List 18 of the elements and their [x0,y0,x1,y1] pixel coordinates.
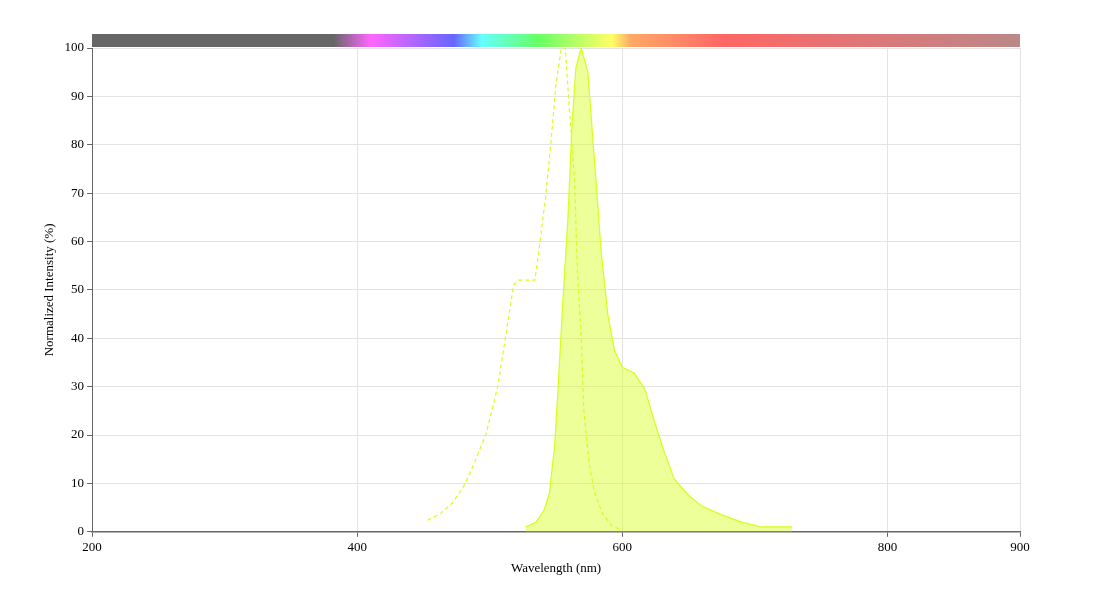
y-tick-label: 50 [71,281,85,297]
x-tick-label: 600 [612,539,633,555]
y-axis-title: Normalized Intensity (%) [41,223,57,357]
y-tick-label: 70 [71,184,85,200]
y-tick-label: 60 [71,232,85,248]
y-tick-label: 0 [77,523,85,539]
y-tick-label: 90 [71,87,85,103]
x-tick-label: 200 [82,539,102,555]
y-tick-label: 30 [71,378,85,394]
x-tick-label: 900 [1010,539,1030,555]
y-tick-label: 80 [71,136,85,152]
y-tick-label: 10 [71,474,85,490]
y-tick-label: 100 [64,39,85,55]
x-tick-label: 400 [347,539,367,555]
x-axis-title: Wavelength (nm) [510,559,602,575]
x-tick-label: 800 [877,539,898,555]
y-tick-label: 40 [71,329,85,345]
y-tick-label: 20 [71,426,85,442]
